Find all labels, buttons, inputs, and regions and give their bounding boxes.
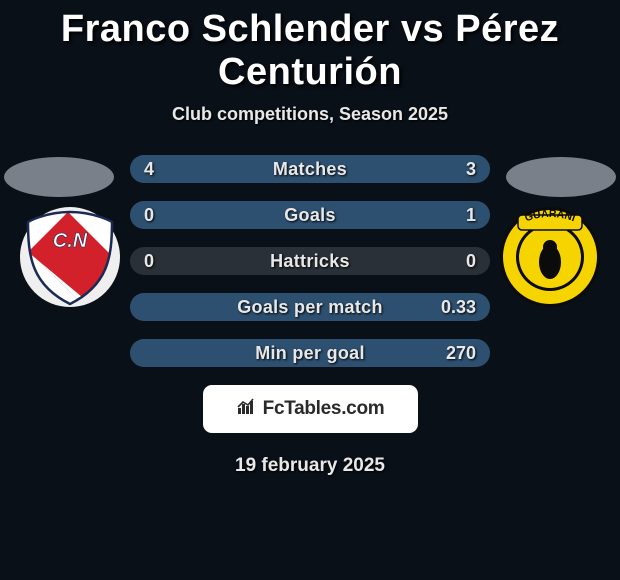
bar-chart-icon [236, 398, 258, 421]
value-right: 3 [466, 155, 476, 183]
stat-label: Hattricks [130, 247, 490, 275]
comparison-area: C.N GUARANI Matches43Goals01Hattricks00G… [0, 155, 620, 477]
stat-row: Hattricks0 0 [130, 247, 490, 275]
value-right: 1 [466, 201, 476, 229]
value-right: 0.33 [441, 293, 476, 321]
stat-label: Min per goal [130, 339, 490, 367]
stat-label: Goals [130, 201, 490, 229]
value-left: 4 [144, 155, 154, 183]
value-left: 0 [144, 201, 154, 229]
team-crest-right: GUARANI [500, 207, 600, 307]
stat-row: Goals per match0.33 [130, 293, 490, 321]
value-right: 270 [446, 339, 476, 367]
page-title: Franco Schlender vs Pérez Centurión [0, 0, 620, 94]
value-right: 0 [466, 247, 476, 275]
fctables-logo: FcTables.com [203, 385, 418, 433]
stat-label: Matches [130, 155, 490, 183]
stat-row: Goals0 1 [130, 201, 490, 229]
stat-rows: Matches43Goals01Hattricks00Goals per mat… [130, 155, 490, 367]
team-crest-left: C.N [20, 207, 120, 307]
stat-row: Matches4 3 [130, 155, 490, 183]
shadow-ellipse-left [4, 157, 114, 197]
stat-label: Goals per match [130, 293, 490, 321]
subtitle: Club competitions, Season 2025 [0, 104, 620, 125]
fctables-text: FcTables.com [263, 398, 385, 420]
value-left: 0 [144, 247, 154, 275]
crest-left-letters: C.N [53, 230, 88, 252]
stat-row: Min per goal270 [130, 339, 490, 367]
shadow-ellipse-right [506, 157, 616, 197]
date-text: 19 february 2025 [0, 455, 620, 477]
